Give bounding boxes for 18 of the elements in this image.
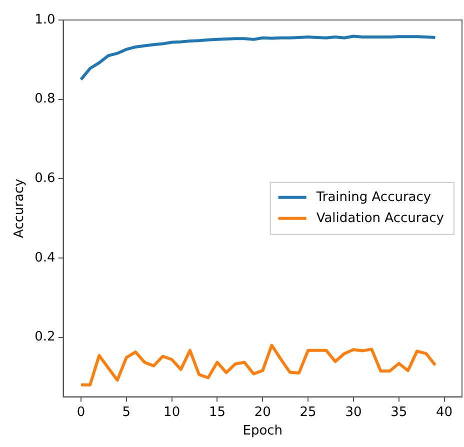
x-tick-label: 35 — [390, 404, 408, 420]
y-tick-label: 0.4 — [34, 250, 56, 266]
x-tick-label: 0 — [76, 404, 86, 420]
x-tick-label: 25 — [300, 404, 316, 420]
x-tick-label: 30 — [345, 404, 362, 420]
y-tick-label: 0.8 — [34, 92, 56, 107]
x-tick-label: 15 — [208, 404, 226, 420]
legend-label: Validation Accuracy — [316, 210, 444, 226]
legend-label: Training Accuracy — [315, 190, 432, 205]
x-tick-label: 20 — [254, 404, 271, 420]
x-axis-title: Epoch — [242, 424, 283, 439]
x-tick-label: 10 — [164, 404, 180, 420]
x-tick-label: 5 — [122, 404, 131, 420]
y-axis-title: Accuracy — [12, 178, 28, 238]
y-tick-label: 0.2 — [34, 330, 56, 345]
y-tick-label: 0.6 — [34, 171, 56, 186]
x-tick-label: 40 — [436, 404, 453, 420]
y-tick-label: 1.0 — [34, 12, 56, 28]
